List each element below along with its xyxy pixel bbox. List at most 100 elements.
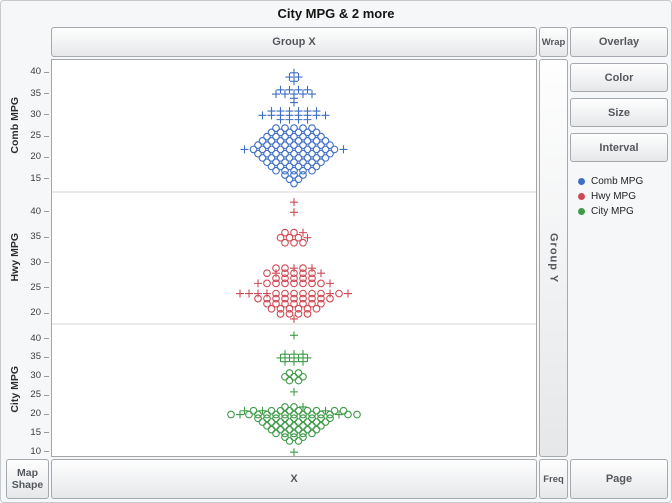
data-point-circle[interactable] — [299, 279, 307, 288]
data-point-circle[interactable] — [281, 228, 289, 237]
data-point-circle[interactable] — [294, 418, 303, 426]
data-point-circle[interactable] — [330, 145, 339, 154]
data-point-circle[interactable] — [303, 137, 312, 145]
data-point-circle[interactable] — [294, 233, 303, 242]
data-point-circle[interactable] — [254, 141, 262, 150]
data-point-plus[interactable] — [303, 115, 312, 124]
data-point-circle[interactable] — [299, 132, 307, 141]
y-axis[interactable]: 40 35 30 25 20 15 Comb MPG 40 35 30 25 20 Hwy MPG 40 3… — [6, 59, 49, 457]
data-point-circle[interactable] — [254, 410, 262, 419]
data-point-plus[interactable] — [335, 410, 343, 419]
data-point-circle[interactable] — [263, 132, 271, 141]
data-point-circle[interactable] — [267, 304, 276, 313]
data-point-circle[interactable] — [294, 304, 303, 313]
data-point-circle[interactable] — [281, 124, 289, 132]
data-point-circle[interactable] — [290, 294, 298, 303]
data-point-circle[interactable] — [285, 376, 294, 385]
data-point-circle[interactable] — [312, 154, 321, 162]
data-point-plus[interactable] — [240, 406, 249, 415]
data-point-circle[interactable] — [281, 166, 289, 175]
data-point-plus[interactable] — [290, 387, 298, 396]
data-point-circle[interactable] — [326, 414, 334, 423]
data-point-circle[interactable] — [335, 289, 343, 298]
data-point-circle[interactable] — [299, 158, 307, 167]
data-point-circle[interactable] — [299, 141, 307, 150]
data-point-circle[interactable] — [290, 289, 298, 298]
data-point-circle[interactable] — [308, 166, 316, 175]
data-point-circle[interactable] — [285, 175, 294, 184]
data-point-circle[interactable] — [321, 137, 330, 145]
legend-item[interactable]: City MPG — [578, 206, 668, 217]
data-point-circle[interactable] — [267, 137, 276, 145]
data-point-circle[interactable] — [281, 421, 289, 430]
data-point-circle[interactable] — [308, 289, 316, 298]
data-point-plus[interactable] — [294, 115, 303, 124]
data-point-plus[interactable] — [299, 357, 307, 366]
data-point-plus[interactable] — [263, 289, 271, 298]
data-point-circle[interactable] — [285, 425, 294, 434]
data-point-circle[interactable] — [272, 421, 280, 430]
data-point-circle[interactable] — [294, 154, 303, 162]
data-point-circle[interactable] — [254, 294, 262, 303]
data-point-plus[interactable] — [299, 402, 307, 411]
data-point-circle[interactable] — [294, 406, 303, 415]
group-x-zone[interactable]: Group X — [51, 27, 537, 57]
data-point-circle[interactable] — [299, 421, 307, 430]
data-point-circle[interactable] — [285, 233, 294, 242]
data-point-circle[interactable] — [299, 149, 307, 158]
data-point-circle[interactable] — [290, 299, 298, 308]
data-point-circle[interactable] — [299, 264, 307, 273]
data-point-circle[interactable] — [245, 410, 253, 419]
data-point-circle[interactable] — [281, 158, 289, 167]
data-point-circle[interactable] — [290, 279, 298, 288]
data-point-plus[interactable] — [290, 208, 298, 217]
data-point-circle[interactable] — [249, 406, 258, 415]
data-point-circle[interactable] — [272, 299, 280, 308]
data-point-circle[interactable] — [290, 141, 298, 150]
data-point-circle[interactable] — [272, 279, 280, 288]
legend-item[interactable]: Comb MPG — [578, 176, 668, 187]
data-point-circle[interactable] — [303, 128, 312, 137]
data-point-plus[interactable] — [258, 111, 267, 120]
data-point-circle[interactable] — [263, 269, 271, 278]
data-point-plus[interactable] — [290, 264, 298, 273]
data-point-circle[interactable] — [290, 124, 298, 132]
data-point-circle[interactable] — [276, 233, 285, 242]
data-point-circle[interactable] — [290, 372, 298, 381]
data-point-plus[interactable] — [326, 279, 334, 288]
data-point-circle[interactable] — [272, 429, 280, 438]
data-point-circle[interactable] — [326, 410, 334, 419]
data-point-circle[interactable] — [290, 433, 298, 441]
data-point-circle[interactable] — [317, 421, 325, 430]
data-point-circle[interactable] — [285, 154, 294, 162]
data-point-plus[interactable] — [303, 233, 312, 242]
data-point-plus[interactable] — [290, 331, 298, 340]
data-point-circle[interactable] — [294, 309, 303, 318]
data-point-circle[interactable] — [299, 299, 307, 308]
data-point-circle[interactable] — [308, 124, 316, 132]
data-point-circle[interactable] — [267, 128, 276, 137]
data-point-plus[interactable] — [303, 353, 312, 362]
data-point-circle[interactable] — [267, 418, 276, 426]
data-point-circle[interactable] — [312, 162, 321, 171]
data-point-plus[interactable] — [294, 85, 303, 94]
data-point-circle[interactable] — [281, 269, 289, 278]
data-point-circle[interactable] — [303, 162, 312, 171]
data-point-plus[interactable] — [290, 350, 298, 359]
data-point-circle[interactable] — [276, 137, 285, 145]
data-point-circle[interactable] — [263, 149, 271, 158]
data-point-circle[interactable] — [312, 304, 321, 313]
data-point-circle[interactable] — [272, 158, 280, 167]
data-point-circle[interactable] — [312, 425, 321, 434]
data-point-circle[interactable] — [299, 289, 307, 298]
data-point-circle[interactable] — [272, 289, 280, 298]
data-point-circle[interactable] — [267, 406, 276, 415]
data-point-circle[interactable] — [276, 406, 285, 415]
data-point-plus[interactable] — [285, 73, 294, 82]
data-point-circle[interactable] — [299, 269, 307, 278]
data-point-circle[interactable] — [276, 154, 285, 162]
data-point-circle[interactable] — [272, 149, 280, 158]
x-zone[interactable]: X — [51, 459, 537, 499]
data-point-circle[interactable] — [308, 279, 316, 288]
data-point-circle[interactable] — [281, 149, 289, 158]
